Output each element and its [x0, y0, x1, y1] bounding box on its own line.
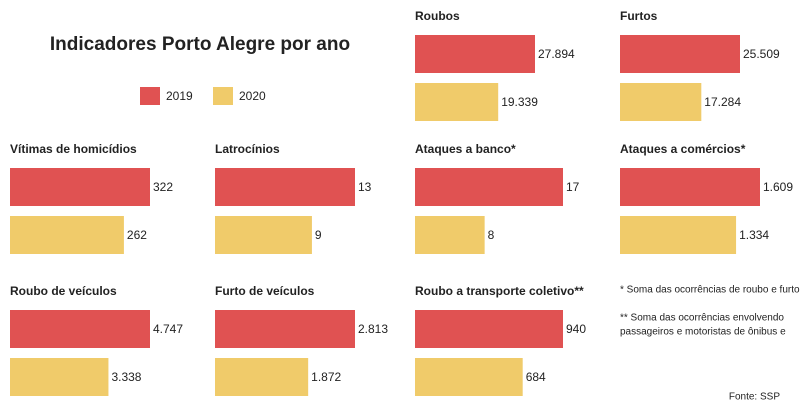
value-label: 1.334: [739, 228, 769, 242]
value-label: 322: [153, 180, 173, 194]
panel-title: Roubos: [415, 9, 460, 23]
note: * Soma das ocorrências de roubo e furto.: [620, 285, 800, 296]
value-label: 684: [526, 370, 546, 384]
chart-title: Indicadores Porto Alegre por ano: [50, 34, 350, 55]
bar: [10, 216, 124, 254]
legend-label: 2020: [239, 89, 266, 103]
source: Fonte: SSP: [729, 392, 780, 403]
bar: [10, 358, 109, 396]
panel-title: Latrocínios: [215, 142, 280, 156]
panel-title: Vítimas de homicídios: [10, 142, 137, 156]
bar: [620, 168, 760, 206]
value-label: 1.609: [763, 180, 793, 194]
value-label: 1.872: [311, 370, 341, 384]
bar: [415, 83, 499, 121]
value-label: 3.338: [111, 370, 141, 384]
legend-label: 2019: [166, 89, 193, 103]
bar: [415, 358, 523, 396]
bar: [620, 216, 737, 254]
panel-title: Ataques a banco*: [415, 142, 516, 156]
value-label: 4.747: [153, 322, 183, 336]
bar: [415, 168, 563, 206]
bar: [415, 216, 485, 254]
note: passageiros e motoristas de ônibus e: [620, 327, 786, 338]
value-label: 25.509: [743, 47, 780, 61]
bar: [10, 310, 150, 348]
bar: [215, 358, 309, 396]
value-label: 8: [488, 228, 495, 242]
value-label: 27.894: [538, 47, 575, 61]
panel-title: Furto de veículos: [215, 284, 315, 298]
bar: [415, 310, 563, 348]
panel-title: Furtos: [620, 9, 658, 23]
value-label: 17: [566, 180, 580, 194]
legend-swatch: [213, 87, 233, 105]
bar: [415, 35, 535, 73]
bar: [215, 168, 355, 206]
bar: [215, 310, 355, 348]
value-label: 262: [127, 228, 147, 242]
bar: [620, 35, 740, 73]
panel-title: Ataques a comércios*: [620, 142, 746, 156]
legend-swatch: [140, 87, 160, 105]
bar: [10, 168, 150, 206]
note: ** Soma das ocorrências envolvendo: [620, 313, 784, 324]
bar: [215, 216, 312, 254]
panel-title: Roubo a transporte coletivo**: [415, 284, 584, 298]
value-label: 9: [315, 228, 322, 242]
panel-title: Roubo de veículos: [10, 284, 117, 298]
value-label: 2.813: [358, 322, 388, 336]
value-label: 13: [358, 180, 372, 194]
value-label: 17.284: [704, 95, 741, 109]
value-label: 940: [566, 322, 586, 336]
bar: [620, 83, 702, 121]
value-label: 19.339: [501, 95, 538, 109]
